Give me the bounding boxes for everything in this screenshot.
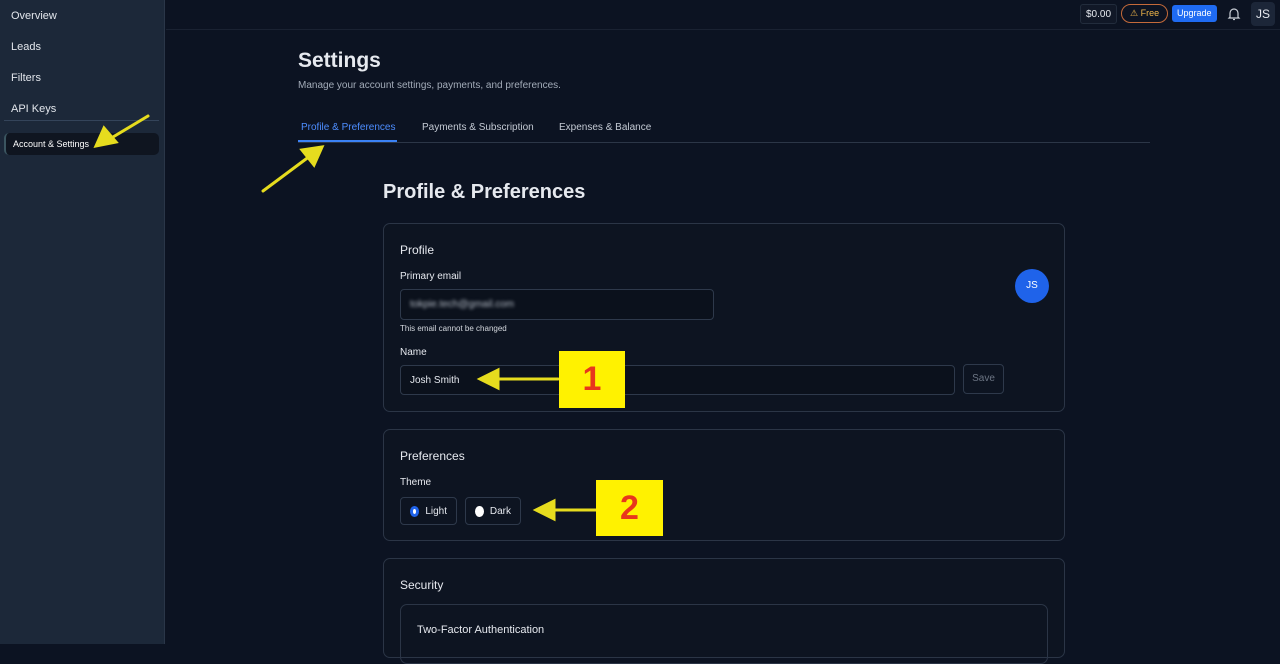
theme-dark-radio[interactable]: Dark <box>465 497 521 525</box>
email-hint: This email cannot be changed <box>400 324 507 333</box>
email-value: tokpie.tech@gmail.com <box>410 299 515 310</box>
sidebar-item-leads[interactable]: Leads <box>11 41 41 53</box>
avatar: JS <box>1015 269 1049 303</box>
section-title: Profile & Preferences <box>383 181 586 203</box>
annotation-badge-1: 1 <box>559 351 625 408</box>
tab-expenses-balance[interactable]: Expenses & Balance <box>559 122 652 133</box>
tab-profile-preferences[interactable]: Profile & Preferences <box>301 122 396 133</box>
radio-unselected-icon <box>475 505 484 517</box>
theme-dark-label: Dark <box>489 505 511 517</box>
name-label: Name <box>400 347 427 358</box>
sidebar-item-overview[interactable]: Overview <box>11 10 57 22</box>
page-subtitle: Manage your account settings, payments, … <box>298 80 561 91</box>
plan-badge[interactable]: ⚠ Free <box>1121 4 1169 23</box>
tabs-divider <box>298 142 1150 143</box>
theme-light-label: Light <box>425 505 447 517</box>
name-input[interactable]: Josh Smith <box>400 365 955 395</box>
tab-payments-subscription[interactable]: Payments & Subscription <box>422 122 534 133</box>
security-card: Security Two-Factor Authentication <box>383 558 1065 664</box>
profile-title: Profile <box>400 243 435 257</box>
annotation-arrow-tab <box>261 154 312 193</box>
two-factor-panel: Two-Factor Authentication <box>400 604 1048 664</box>
sidebar-divider <box>4 120 159 121</box>
active-tab-indicator <box>298 140 397 142</box>
sidebar-item-account-settings[interactable]: Account & Settings <box>4 133 159 155</box>
preferences-card: Preferences Theme Light Dark <box>383 429 1065 541</box>
upgrade-button[interactable]: Upgrade <box>1172 5 1217 22</box>
theme-label: Theme <box>400 477 432 488</box>
sidebar: Overview Leads Filters API Keys Account … <box>0 0 165 644</box>
topbar <box>166 0 1280 30</box>
profile-card: Profile Primary email tokpie.tech@gmail.… <box>383 223 1065 412</box>
save-button[interactable]: Save <box>963 364 1004 394</box>
security-title: Security <box>400 578 444 592</box>
annotation-badge-2: 2 <box>596 480 663 536</box>
user-avatar-button[interactable]: JS <box>1251 2 1275 26</box>
balance-display: $0.00 <box>1080 4 1118 24</box>
radio-selected-icon <box>410 505 420 517</box>
email-field: tokpie.tech@gmail.com <box>400 289 714 320</box>
annotation-arrowhead-tab <box>299 145 325 168</box>
sidebar-item-filters[interactable]: Filters <box>11 72 41 84</box>
bell-icon[interactable] <box>1227 7 1241 21</box>
name-value: Josh Smith <box>410 374 460 386</box>
sidebar-item-api-keys[interactable]: API Keys <box>11 103 57 115</box>
theme-light-radio[interactable]: Light <box>400 497 457 525</box>
page-title: Settings <box>298 49 381 72</box>
two-factor-title: Two-Factor Authentication <box>417 624 545 636</box>
email-label: Primary email <box>400 271 462 282</box>
preferences-title: Preferences <box>400 449 465 463</box>
